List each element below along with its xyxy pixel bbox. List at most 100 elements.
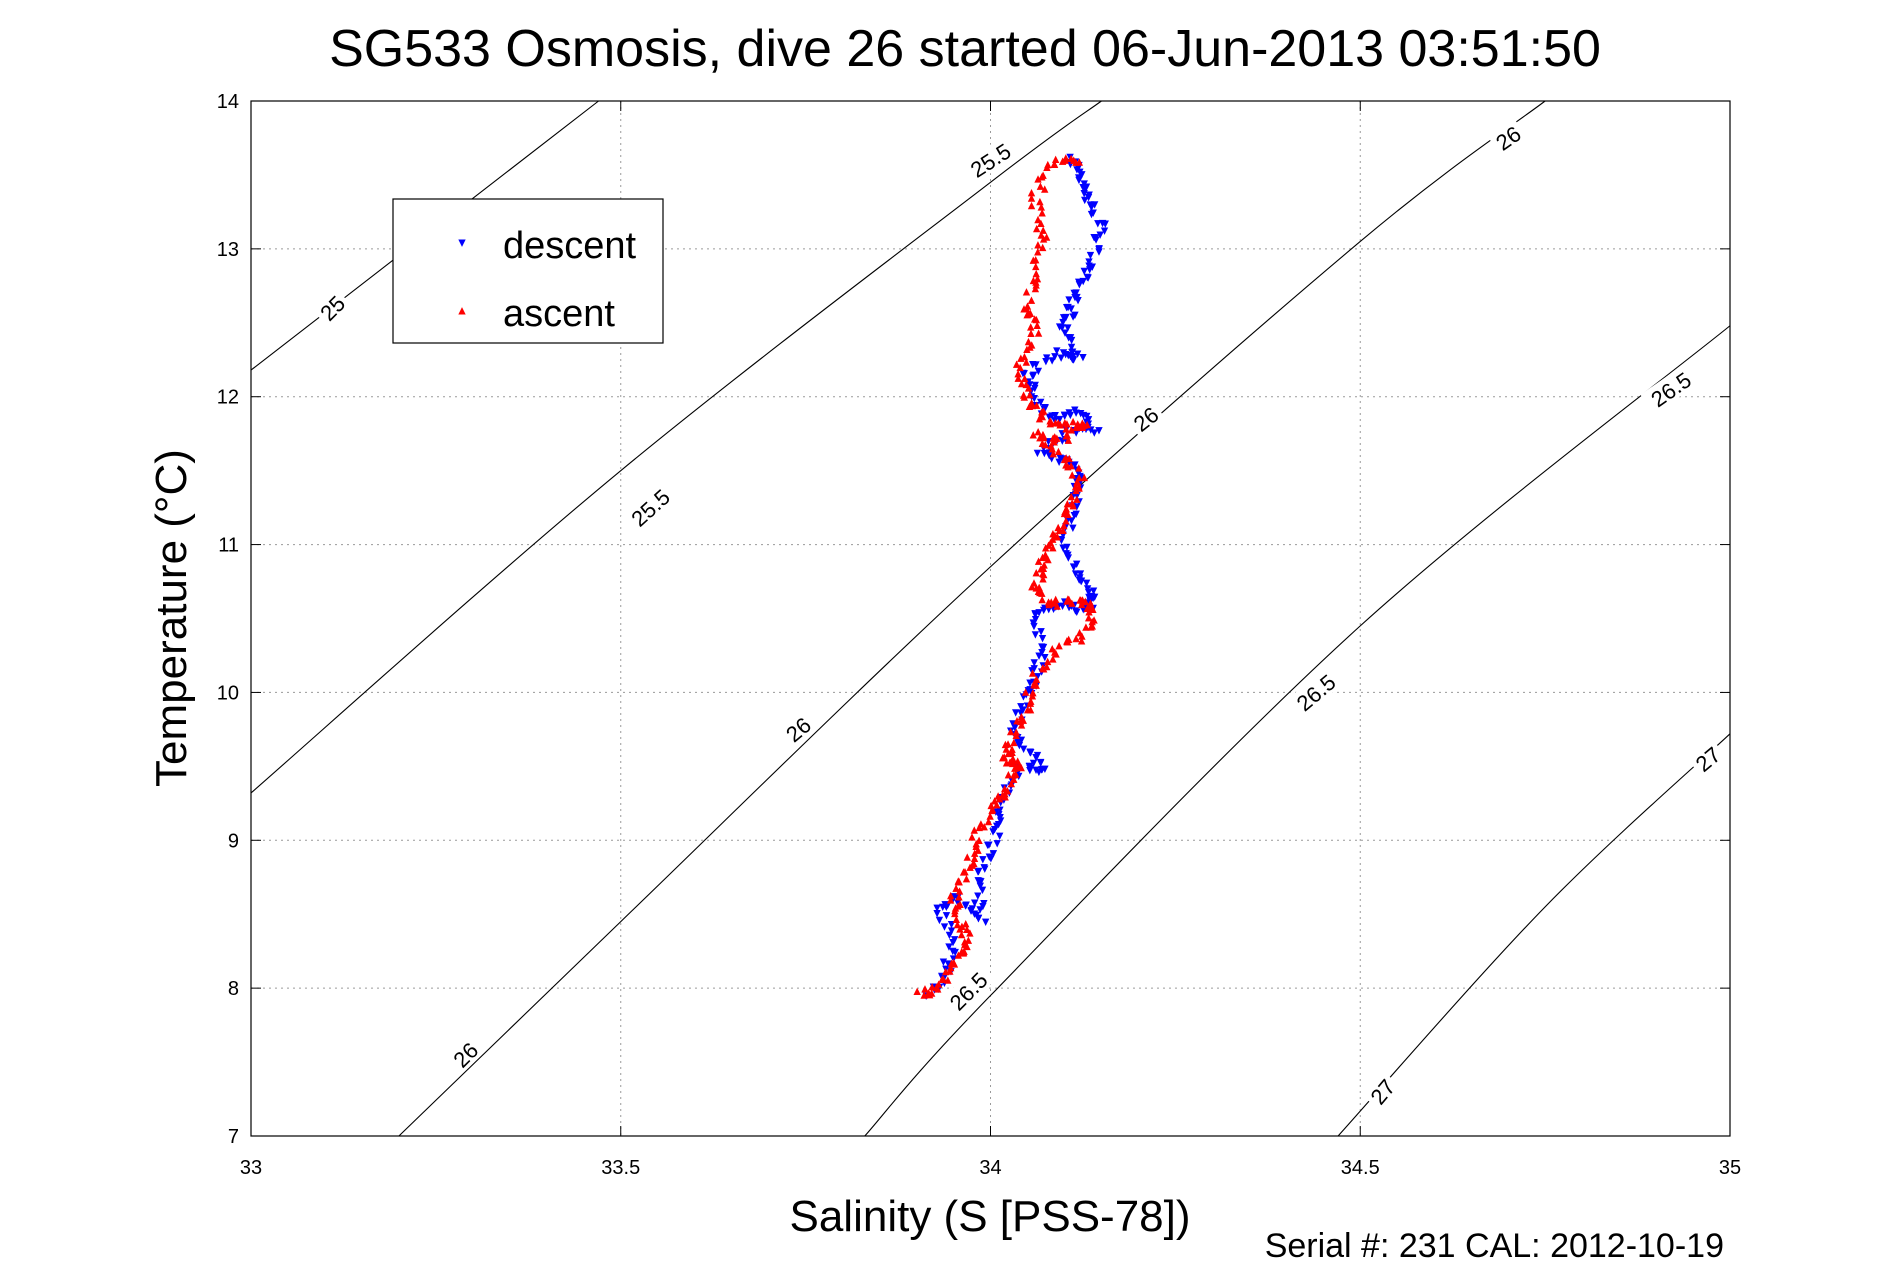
ascent-point [953, 920, 962, 929]
ascent-point [1069, 417, 1077, 426]
descent-point [1100, 227, 1109, 235]
descent-point [974, 892, 982, 900]
descent-point [1091, 234, 1100, 242]
descent-point [945, 943, 953, 951]
descent-point [1062, 550, 1070, 558]
ascent-point [1077, 600, 1086, 609]
ascent-point [1032, 262, 1040, 271]
ascent-point [980, 823, 988, 831]
descent-point [1079, 353, 1087, 362]
ascent-point [984, 817, 993, 826]
descent-point [1082, 579, 1091, 588]
legend-descent-label: descent [503, 225, 637, 267]
descent-point [1075, 176, 1083, 185]
descent-point [1038, 643, 1046, 651]
ascent-point [946, 896, 955, 904]
descent-point [1031, 631, 1040, 639]
descent-point [1071, 311, 1079, 320]
legend-descent-symbol [458, 239, 466, 247]
ascent-point [1062, 461, 1070, 469]
ascent-point [1080, 473, 1088, 482]
descent-point [1048, 412, 1056, 420]
ascent-point [1049, 544, 1057, 552]
ascent-point [1010, 775, 1018, 783]
sigma-contour-25.5 [250, 100, 1102, 794]
descent-point [1090, 593, 1099, 602]
ascent-point [1030, 681, 1038, 689]
ascent-point [1050, 438, 1058, 446]
ascent-point [1006, 749, 1015, 757]
ascent-point [1041, 544, 1050, 552]
ascent-point [1075, 628, 1084, 637]
ascent-point [1055, 641, 1063, 650]
ascent-point [988, 806, 996, 815]
descent-point [1070, 289, 1078, 298]
ascent-point [1053, 602, 1061, 610]
descent-point [1012, 709, 1020, 717]
ascent-point [1067, 461, 1075, 470]
sigma-contour-27 [1337, 733, 1731, 1137]
contour-label-knockout [1487, 118, 1528, 157]
descent-point [935, 916, 944, 925]
ascent-point [1023, 706, 1032, 714]
descent-point [1026, 679, 1034, 687]
descent-point [1042, 354, 1051, 362]
contour-label-knockout [1362, 1071, 1402, 1111]
descent-point [942, 912, 951, 920]
ascent-point [954, 951, 963, 959]
legend-ascent-marker [458, 307, 466, 315]
ascent-point [1039, 431, 1047, 439]
contour-label-knockout [939, 962, 996, 1019]
ascent-point [1077, 637, 1086, 645]
ascent-point [1036, 588, 1044, 597]
descent-point [985, 853, 993, 861]
descent-point [1041, 653, 1049, 662]
ascent-point [1044, 555, 1052, 564]
ascent-point [1039, 171, 1047, 179]
x-tick-label: 33.5 [601, 1157, 640, 1179]
descent-series [922, 153, 1109, 1000]
ascent-point [955, 878, 963, 886]
descent-point [1071, 570, 1080, 578]
descent-point [1086, 201, 1094, 209]
ascent-point [1070, 156, 1078, 164]
descent-point [1072, 510, 1080, 519]
x-axis-label: Salinity (S [PSS-78]) [789, 1192, 1190, 1241]
ascent-point [1050, 160, 1059, 168]
ascent-point [1087, 623, 1095, 631]
ascent-point [1053, 533, 1062, 541]
descent-point [1034, 367, 1043, 376]
descent-point [1064, 324, 1072, 332]
y-tick-label: 10 [217, 682, 239, 704]
ascent-point [1072, 634, 1080, 643]
ascent-point [1026, 343, 1034, 351]
ascent-point [1030, 315, 1039, 323]
ascent-point [1067, 426, 1076, 434]
ascent-point [1063, 637, 1071, 646]
ascent-point [1052, 595, 1060, 604]
ascent-point [963, 942, 971, 951]
ascent-point [1017, 354, 1025, 362]
ascent-point [952, 884, 960, 892]
contour-label-group: 25.5 [620, 479, 679, 535]
descent-point [1090, 429, 1098, 437]
legend-box [392, 198, 664, 344]
descent-point [1072, 560, 1081, 568]
ascent-point [1075, 158, 1084, 166]
descent-point [974, 915, 983, 923]
ascent-point [1039, 235, 1048, 243]
ascent-point [1029, 431, 1037, 439]
ascent-point [986, 812, 994, 820]
ascent-point [1032, 401, 1041, 409]
descent-point [1095, 245, 1103, 253]
ascent-point [1032, 269, 1040, 278]
ascent-point [928, 983, 936, 991]
ascent-point [1014, 374, 1022, 382]
ascent-point [1037, 231, 1045, 239]
descent-point [1096, 231, 1104, 239]
ascent-point [1028, 669, 1037, 677]
ascent-point [1065, 454, 1073, 463]
ascent-point [974, 846, 982, 854]
ascent-point [1034, 215, 1042, 224]
descent-point [1017, 703, 1025, 711]
